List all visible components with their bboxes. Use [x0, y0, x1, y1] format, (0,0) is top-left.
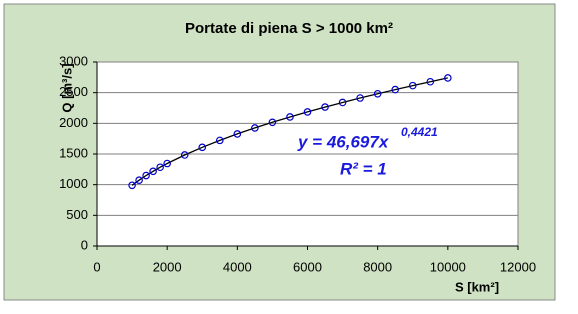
data-point: [408, 81, 417, 90]
chart-title: Portate di piena S > 1000 km²: [185, 20, 393, 37]
equation-exponent: 0,4421: [401, 125, 438, 139]
data-point: [149, 167, 157, 176]
data-point: [373, 89, 382, 98]
data-point: [303, 108, 312, 116]
x-tick-label: 10000: [430, 259, 466, 274]
data-point: [391, 85, 400, 94]
x-tick-label: 4000: [223, 259, 252, 274]
data-point: [444, 74, 452, 82]
data-point: [356, 94, 364, 102]
equation: y = 46,697x: [297, 132, 390, 151]
y-tick-label: 1500: [59, 145, 88, 160]
data-point: [268, 118, 277, 127]
x-tick-label: 12000: [500, 259, 536, 274]
data-point: [233, 130, 242, 138]
data-point: [180, 151, 189, 159]
series-line: [131, 77, 448, 186]
r-squared: R² = 1: [340, 159, 387, 178]
data-point: [156, 163, 164, 172]
y-tick-label: 500: [66, 207, 88, 222]
x-tick-label: 6000: [293, 259, 322, 274]
y-tick-label: 2500: [59, 84, 88, 99]
data-point: [163, 159, 171, 168]
y-tick-label: 0: [81, 237, 88, 252]
y-tick-label: 1000: [59, 176, 88, 191]
y-axis-title: Q [m³/s]: [59, 63, 74, 112]
x-tick-label: 0: [93, 259, 100, 274]
x-tick-label: 2000: [153, 259, 182, 274]
y-tick-label: 3000: [59, 53, 88, 68]
data-point: [198, 143, 207, 152]
data-point: [128, 181, 136, 190]
data-point: [251, 124, 259, 132]
x-axis-title: S [km²]: [455, 279, 499, 294]
data-point: [426, 77, 435, 86]
data-point: [215, 136, 224, 145]
data-point: [286, 113, 294, 121]
y-tick-label: 2000: [59, 115, 88, 130]
data-point: [321, 103, 329, 111]
data-point: [142, 171, 150, 180]
data-point: [135, 176, 143, 184]
x-tick-label: 8000: [363, 259, 392, 274]
data-point: [338, 98, 347, 107]
